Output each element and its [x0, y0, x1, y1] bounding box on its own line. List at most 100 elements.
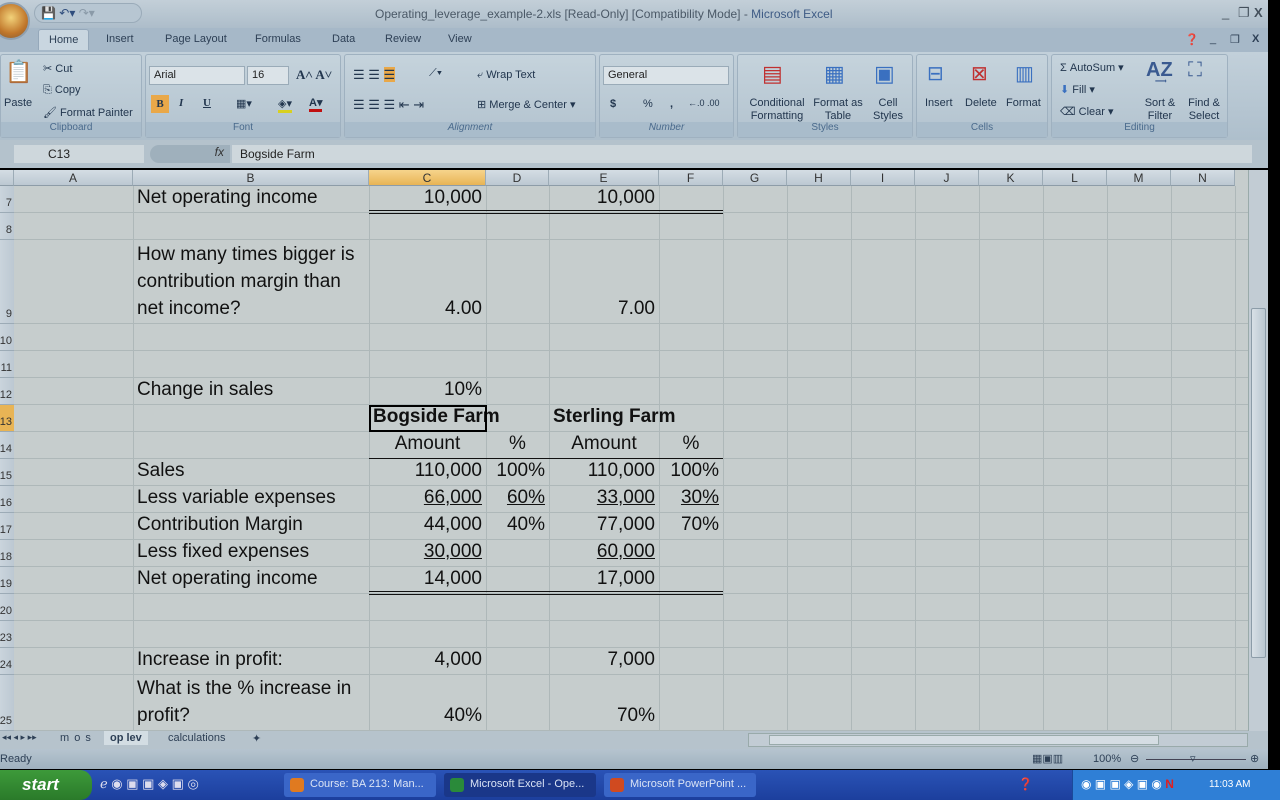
tab-data[interactable]: Data	[332, 33, 356, 45]
font-name-select[interactable]: Arial	[149, 66, 245, 85]
undo-icon[interactable]: ↶▾	[59, 6, 76, 20]
paste-button[interactable]: Paste	[4, 97, 33, 109]
orientation-icon[interactable]: ⟋▾	[429, 67, 443, 79]
cell-c15[interactable]: 110,000	[369, 459, 486, 486]
name-box[interactable]: C13	[14, 145, 144, 163]
tab-view[interactable]: View	[448, 33, 472, 45]
cell-e24[interactable]: 7,000	[549, 648, 659, 675]
redo-icon[interactable]: ↷▾	[78, 6, 95, 20]
cell-b7[interactable]: Net operating income	[133, 186, 369, 213]
column-header-b[interactable]: B	[133, 170, 369, 186]
help-icon[interactable]: ❓	[1185, 34, 1199, 46]
row-header-7[interactable]: 7	[0, 186, 14, 213]
column-header-e[interactable]: E	[549, 170, 659, 186]
column-header-h[interactable]: H	[787, 170, 851, 186]
row-header-13[interactable]: 13	[0, 405, 14, 432]
cell-e16[interactable]: 33,000	[549, 486, 659, 513]
cell-c12[interactable]: 10%	[369, 378, 486, 405]
cell-c9[interactable]: 4.00	[369, 240, 486, 324]
column-header-j[interactable]: J	[915, 170, 979, 186]
cell-b19[interactable]: Net operating income	[133, 567, 369, 594]
minimize-button[interactable]: _	[1222, 5, 1230, 20]
merge-center-button[interactable]: ⊞ Merge & Center ▾	[477, 99, 576, 111]
scroll-thumb[interactable]	[1251, 308, 1266, 658]
clear-button[interactable]: ⌫ Clear ▾	[1060, 106, 1114, 118]
sheet-nav-arrows[interactable]: ◂◂ ◂ ▸ ▸▸	[2, 732, 37, 742]
row-header-9[interactable]: 9	[0, 240, 14, 324]
doc-restore-button[interactable]: ❐	[1230, 34, 1240, 46]
cell-c16[interactable]: 66,000	[369, 486, 486, 513]
find-select-button[interactable]: Find & Select	[1188, 97, 1220, 122]
save-icon[interactable]: 💾	[41, 6, 56, 20]
autosum-button[interactable]: Σ AutoSum ▾	[1060, 62, 1124, 74]
sheet-tab-op-lev[interactable]: op lev	[104, 731, 148, 745]
fill-color-icon[interactable]: ◈▾	[278, 97, 292, 113]
currency-button[interactable]: $	[610, 98, 617, 110]
row-header-8[interactable]: 8	[0, 213, 14, 240]
vertical-scrollbar[interactable]	[1248, 170, 1268, 731]
row-header-25[interactable]: 25	[0, 675, 14, 731]
cell-c7[interactable]: 10,000	[369, 186, 486, 213]
quick-launch-icons[interactable]: ℯ ◉ ▣ ▣ ◈ ▣ ◎	[100, 776, 199, 791]
bold-button[interactable]: B	[151, 95, 169, 113]
zoom-slider-thumb[interactable]: ▿	[1190, 753, 1196, 765]
cell-b15[interactable]: Sales	[133, 459, 369, 486]
wrap-text-button[interactable]: ⤶ Wrap Text	[477, 69, 536, 81]
cell-f17[interactable]: 70%	[659, 513, 723, 540]
row-header-20[interactable]: 20	[0, 594, 14, 621]
insert-function-button[interactable]: fx	[150, 145, 230, 163]
cell-c14[interactable]: Amount	[369, 432, 486, 459]
decimal-icons[interactable]: ←.0 .00	[688, 98, 720, 108]
language-icon[interactable]: ❓	[1018, 777, 1033, 791]
row-header-10[interactable]: 10	[0, 324, 14, 351]
number-format-select[interactable]: General	[603, 66, 729, 85]
tab-review[interactable]: Review	[385, 33, 422, 45]
percent-button[interactable]: %	[643, 98, 653, 110]
font-size-select[interactable]: 16	[247, 66, 289, 85]
cell-b17[interactable]: Contribution Margin	[133, 513, 369, 540]
worksheet-grid[interactable]: A B C D E F G H I J K L M N 7 Net operating income 10,00…	[0, 170, 1248, 731]
row-header-17[interactable]: 17	[0, 513, 14, 540]
column-header-f[interactable]: F	[659, 170, 723, 186]
column-header-l[interactable]: L	[1043, 170, 1107, 186]
formula-input[interactable]: Bogside Farm	[232, 145, 1252, 163]
view-buttons[interactable]: ▦▣▥	[1032, 753, 1064, 765]
tab-home[interactable]: Home	[38, 29, 90, 50]
cell-b18[interactable]: Less fixed expenses	[133, 540, 369, 567]
close-button[interactable]: X	[1254, 5, 1263, 20]
hscroll-thumb[interactable]	[769, 735, 1159, 745]
row-header-23[interactable]: 23	[0, 621, 14, 648]
cell-b25[interactable]: What is the % increase in profit?	[133, 675, 369, 731]
cell-b24[interactable]: Increase in profit:	[133, 648, 369, 675]
copy-button[interactable]: ⎘ Copy	[43, 84, 81, 96]
tab-page-layout[interactable]: Page Layout	[165, 33, 227, 45]
cell-d16[interactable]: 60%	[486, 486, 549, 513]
start-button[interactable]: start	[0, 770, 92, 800]
font-color-icon[interactable]: A▾	[309, 96, 323, 112]
conditional-formatting-button[interactable]: Conditional Formatting	[749, 97, 805, 122]
row-header-19[interactable]: 19	[0, 567, 14, 594]
office-button[interactable]	[0, 2, 30, 40]
column-header-k[interactable]: K	[979, 170, 1043, 186]
row-header-18[interactable]: 18	[0, 540, 14, 567]
format-as-table-button[interactable]: Format as Table	[813, 97, 863, 122]
cell-c25[interactable]: 40%	[369, 675, 486, 731]
row-header-11[interactable]: 11	[0, 351, 14, 378]
column-header-a[interactable]: A	[14, 170, 133, 186]
row-header-15[interactable]: 15	[0, 459, 14, 486]
cell-e7[interactable]: 10,000	[549, 186, 659, 213]
taskbar-item-excel[interactable]: Microsoft Excel - Ope...	[444, 773, 596, 797]
tab-insert[interactable]: Insert	[106, 33, 134, 45]
fill-button[interactable]: ⬇ Fill ▾	[1060, 84, 1095, 96]
cell-e18[interactable]: 60,000	[549, 540, 659, 567]
sort-filter-button[interactable]: Sort & Filter	[1144, 97, 1176, 122]
borders-icon[interactable]: ▦▾	[236, 98, 252, 110]
delete-button[interactable]: Delete	[965, 97, 997, 109]
zoom-slider[interactable]	[1146, 759, 1246, 760]
cell-c13[interactable]: Bogside Farm	[369, 405, 569, 432]
row-header-14[interactable]: 14	[0, 432, 14, 459]
cell-e13[interactable]: Sterling Farm	[549, 405, 749, 432]
column-header-g[interactable]: G	[723, 170, 787, 186]
insert-button[interactable]: Insert	[925, 97, 953, 109]
cell-styles-button[interactable]: Cell Styles	[873, 97, 903, 122]
